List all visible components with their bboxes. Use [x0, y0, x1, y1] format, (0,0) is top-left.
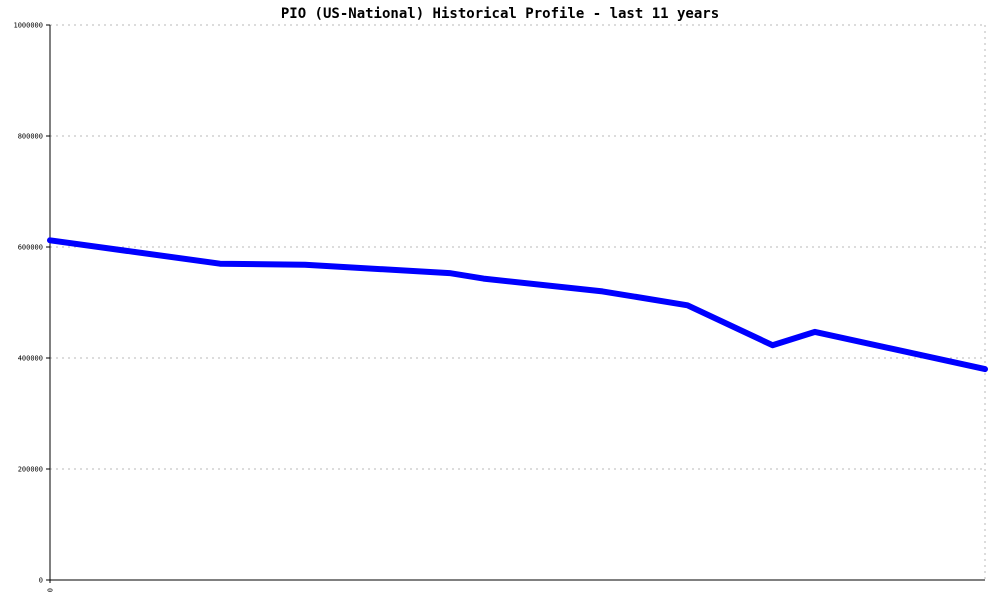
y-tick-label: 400000 [18, 355, 43, 363]
data-point [687, 304, 688, 306]
y-tick-label: 200000 [18, 466, 43, 474]
chart-title: PIO (US-National) Historical Profile - l… [281, 6, 719, 22]
data-point [814, 331, 816, 333]
x-tick-label: 0 [47, 588, 55, 592]
axis-layer [46, 24, 985, 583]
data-point [772, 344, 773, 346]
label-layer: 0 200000 400000 600000 800000 1000000 0 [13, 22, 54, 593]
data-point [602, 290, 603, 292]
series-line [47, 237, 988, 373]
y-tick-label: 600000 [18, 244, 43, 252]
y-tick-label: 800000 [18, 133, 43, 141]
data-point [219, 263, 221, 265]
grid-layer [50, 24, 986, 580]
series-layer [47, 237, 988, 373]
data-point [449, 272, 450, 274]
data-point [483, 278, 484, 280]
y-tick-label: 0 [39, 577, 43, 585]
y-tick-label: 1000000 [13, 22, 43, 30]
data-point [304, 264, 306, 266]
data-point [49, 239, 51, 241]
data-point [984, 368, 986, 370]
